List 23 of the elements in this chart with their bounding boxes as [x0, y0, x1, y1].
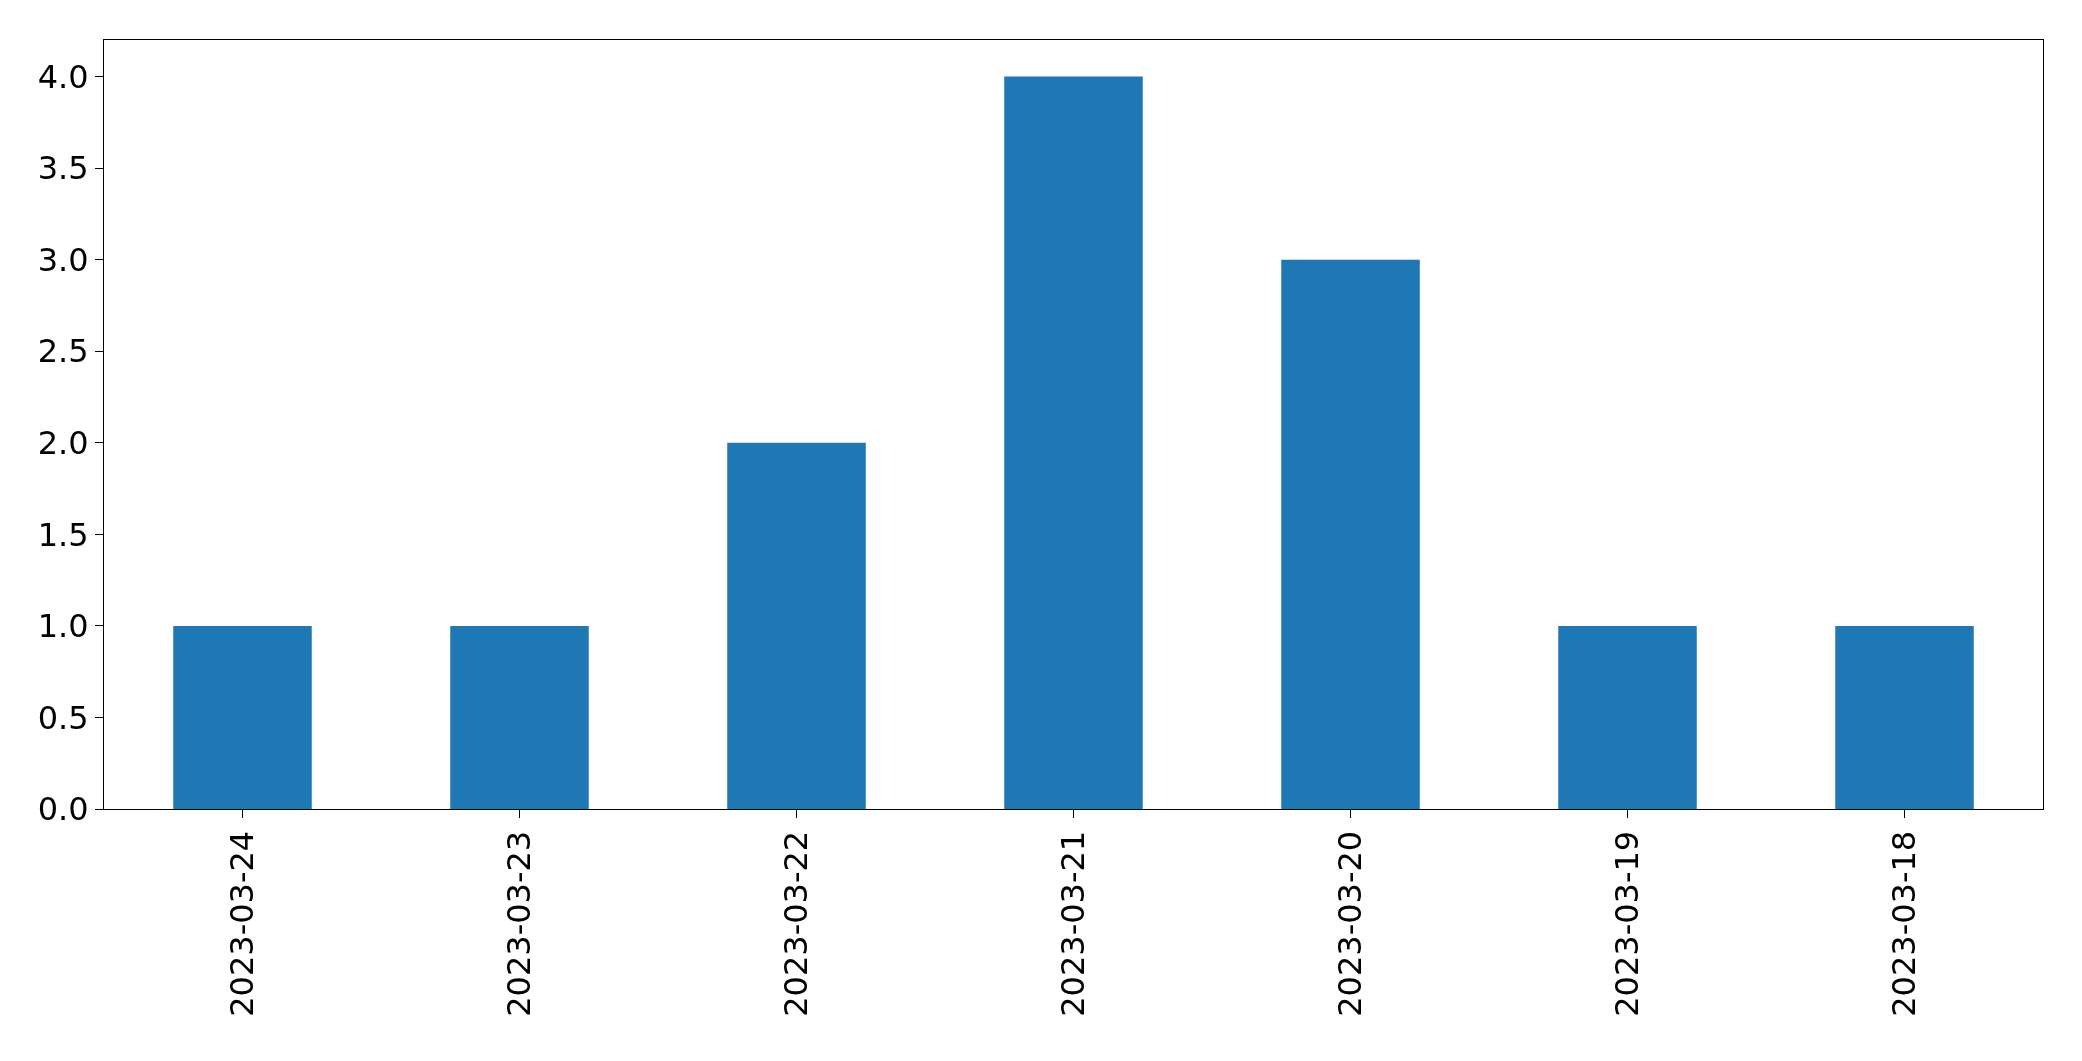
y-tick-label: 1.5: [37, 515, 89, 554]
y-tick-label: 2.5: [37, 332, 89, 371]
y-tick-label: 3.0: [37, 240, 89, 279]
y-tick-label: 0.5: [37, 698, 89, 737]
x-tick-label: 2023-03-18: [1884, 830, 1923, 1017]
x-tick-label: 2023-03-20: [1330, 830, 1369, 1017]
bar: [1558, 625, 1697, 809]
bar: [1281, 259, 1420, 809]
bar: [727, 442, 866, 809]
bar: [1835, 625, 1974, 809]
bar: [173, 625, 312, 809]
y-tick-label: 4.0: [37, 57, 89, 96]
y-tick-label: 3.5: [37, 149, 89, 188]
x-tick-label: 2023-03-19: [1607, 830, 1646, 1017]
bar: [1004, 76, 1143, 809]
x-tick-label: 2023-03-23: [499, 830, 538, 1017]
x-tick-label: 2023-03-21: [1053, 830, 1092, 1017]
y-tick-label: 2.0: [37, 424, 89, 463]
y-tick-label: 0.0: [37, 790, 89, 829]
bar: [450, 625, 589, 809]
x-tick-label: 2023-03-22: [776, 830, 815, 1017]
x-tick-label: 2023-03-24: [222, 830, 261, 1017]
y-tick-label: 1.0: [37, 607, 89, 646]
